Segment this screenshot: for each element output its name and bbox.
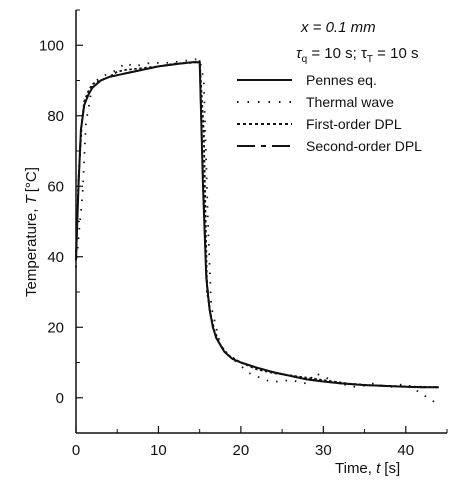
- annotation-taus: τq = 10 s; τT = 10 s: [296, 45, 418, 65]
- parameter-annotation: x = 0.1 mm τq = 10 s; τT = 10 s: [296, 19, 418, 65]
- series-line-first-order-dpl: [75, 60, 439, 389]
- y-tick-label: 80: [47, 108, 64, 125]
- series-layer: [75, 58, 440, 406]
- annotation-depth: x = 0.1 mm: [300, 19, 376, 36]
- x-tick-label: 30: [315, 442, 332, 459]
- series-line-second-order-dpl: [75, 61, 439, 389]
- series-line-pennes-eq: [75, 61, 439, 389]
- x-tick-label: 40: [397, 442, 414, 459]
- x-axis-label: Time, t [s]: [335, 460, 400, 477]
- axes: 0 20 40 60 80 100 0 10 20 30 40: [39, 9, 448, 459]
- legend-item-second-order-dpl: Second-order DPL: [237, 138, 422, 154]
- legend-label-second-order-dpl: Second-order DPL: [306, 138, 422, 154]
- x-tick-label: 20: [233, 442, 250, 459]
- legend: Pennes eq. Thermal wave First-order DPL …: [237, 72, 422, 154]
- legend-item-pennes: Pennes eq.: [237, 72, 377, 88]
- y-tick-label: 60: [47, 178, 64, 195]
- x-tick-label: 0: [72, 442, 80, 459]
- legend-label-first-order-dpl: First-order DPL: [306, 116, 402, 132]
- legend-item-thermal-wave: Thermal wave: [237, 94, 394, 110]
- y-tick-label: 40: [47, 249, 64, 266]
- y-tick-label: 20: [47, 319, 64, 336]
- series-line-thermal-wave: [75, 58, 440, 406]
- legend-item-first-order-dpl: First-order DPL: [237, 116, 402, 132]
- y-axis-label: Temperature, T[°C]: [23, 167, 40, 297]
- y-tick-label: 0: [56, 390, 64, 407]
- legend-label-pennes: Pennes eq.: [306, 72, 377, 88]
- legend-label-thermal-wave: Thermal wave: [306, 94, 394, 110]
- x-tick-label: 10: [150, 442, 167, 459]
- y-tick-label: 100: [39, 37, 64, 54]
